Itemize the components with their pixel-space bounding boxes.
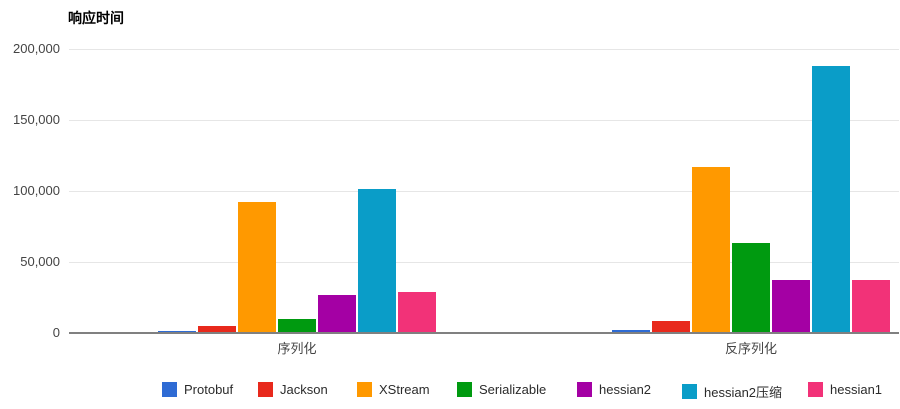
legend-item-Protobuf[interactable]: Protobuf	[162, 382, 233, 397]
legend-item-Serializable[interactable]: Serializable	[457, 382, 546, 397]
legend-swatch-hessian1	[808, 382, 823, 397]
bar-hessian2压缩-反序列化[interactable]	[812, 66, 850, 333]
bar-Jackson-序列化[interactable]	[198, 326, 236, 333]
gridline	[69, 262, 899, 263]
bar-hessian1-序列化[interactable]	[398, 292, 436, 333]
y-axis-tick-label: 100,000	[13, 183, 60, 198]
legend-label: Jackson	[280, 382, 328, 397]
legend-swatch-hessian2	[577, 382, 592, 397]
bar-Serializable-序列化[interactable]	[278, 319, 316, 333]
bar-XStream-反序列化[interactable]	[692, 167, 730, 333]
legend-label: hessian2压缩	[704, 385, 783, 400]
bar-hessian1-反序列化[interactable]	[852, 280, 890, 333]
y-axis-tick-label: 50,000	[20, 254, 60, 269]
legend-swatch-hessian2压缩	[682, 384, 697, 399]
bar-hessian2-反序列化[interactable]	[772, 280, 810, 333]
x-axis-line	[69, 332, 899, 334]
legend-label: Protobuf	[184, 382, 234, 397]
bar-hessian2压缩-序列化[interactable]	[358, 189, 396, 333]
y-axis-tick-label: 0	[52, 325, 60, 340]
legend-item-hessian2压缩[interactable]: hessian2压缩	[682, 382, 782, 401]
legend-item-XStream[interactable]: XStream	[357, 382, 430, 397]
legend-label: Serializable	[479, 382, 547, 397]
bar-hessian2-序列化[interactable]	[318, 295, 356, 333]
bar-Protobuf-反序列化[interactable]	[612, 330, 650, 333]
legend-item-hessian2[interactable]: hessian2	[577, 382, 651, 397]
bar-XStream-序列化[interactable]	[238, 202, 276, 333]
legend-label: hessian2	[599, 382, 652, 397]
x-axis-category-label: 序列化	[277, 341, 317, 356]
legend-label: XStream	[379, 382, 430, 397]
gridline	[69, 49, 899, 50]
legend-label: hessian1	[830, 382, 883, 397]
bar-Jackson-反序列化[interactable]	[652, 321, 690, 333]
legend-swatch-Jackson	[258, 382, 273, 397]
gridline	[69, 191, 899, 192]
y-axis-tick-label: 150,000	[13, 112, 60, 127]
chart-title: 响应时间	[68, 10, 124, 26]
y-axis-tick-label: 200,000	[13, 41, 60, 56]
bar-Serializable-反序列化[interactable]	[732, 243, 770, 333]
legend-swatch-Protobuf	[162, 382, 177, 397]
x-axis-category-label: 反序列化	[724, 341, 777, 356]
gridline	[69, 120, 899, 121]
legend-item-hessian1[interactable]: hessian1	[808, 382, 882, 397]
legend-swatch-Serializable	[457, 382, 472, 397]
legend-swatch-XStream	[357, 382, 372, 397]
legend-item-Jackson[interactable]: Jackson	[258, 382, 328, 397]
